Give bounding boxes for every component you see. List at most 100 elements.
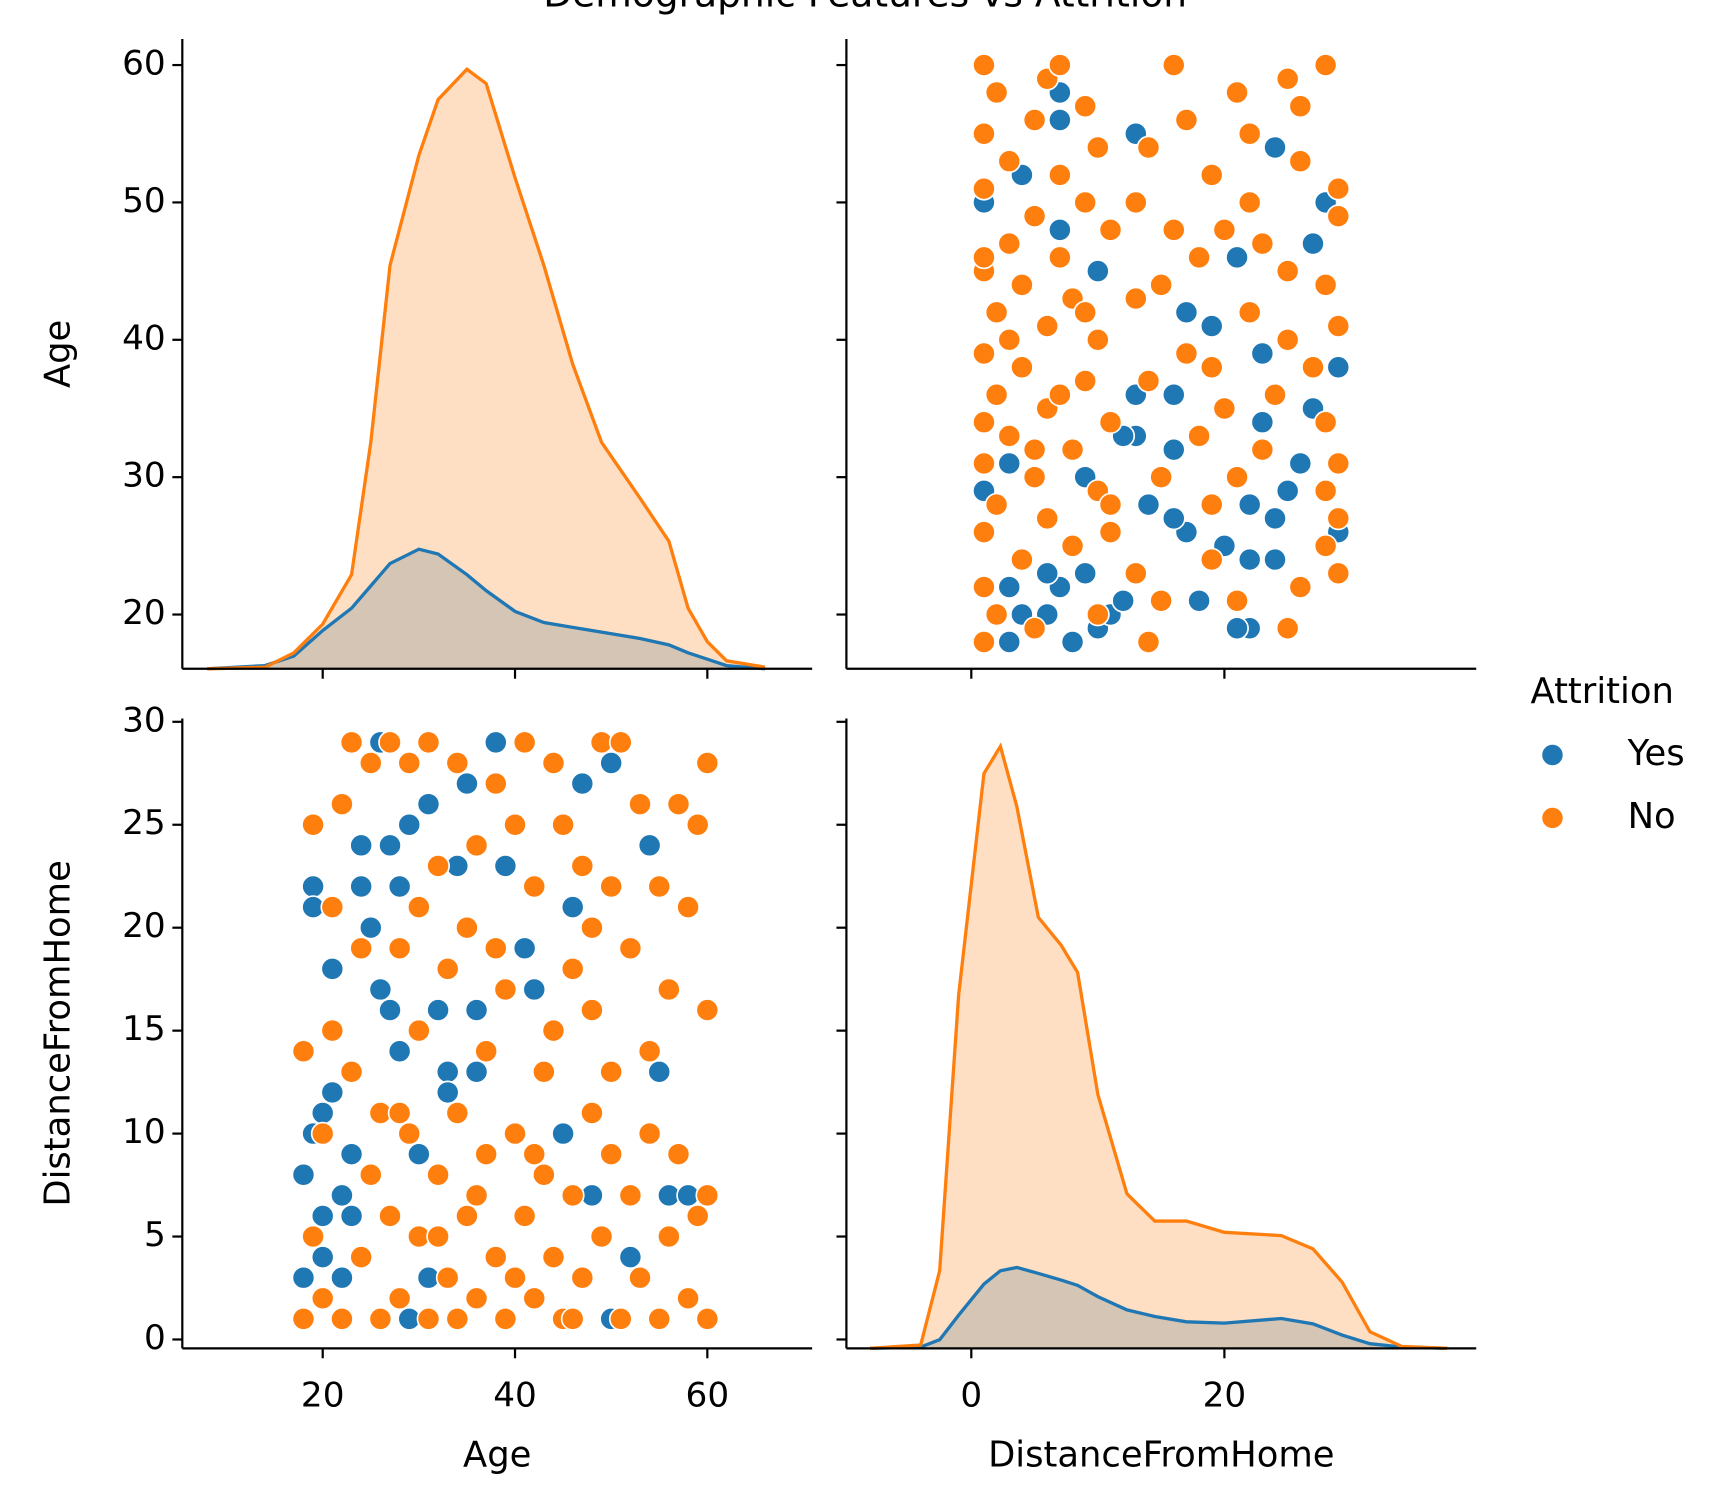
point <box>435 1059 460 1084</box>
point <box>1174 300 1199 325</box>
point <box>1288 575 1313 599</box>
point <box>541 1018 566 1043</box>
point <box>1073 561 1098 586</box>
point <box>397 1121 422 1146</box>
point <box>1022 108 1047 132</box>
point <box>1149 588 1173 613</box>
point <box>445 1307 470 1331</box>
point <box>997 575 1022 599</box>
point <box>647 1059 672 1084</box>
point <box>570 771 595 796</box>
point <box>1048 108 1072 132</box>
kde-line <box>207 67 766 671</box>
point <box>997 424 1022 448</box>
point <box>551 1121 575 1146</box>
point <box>1237 121 1262 146</box>
point <box>551 812 575 837</box>
x-axis-label: Age <box>463 1435 531 1476</box>
point <box>445 1101 470 1125</box>
point <box>483 771 508 796</box>
point <box>474 1039 499 1064</box>
point <box>984 602 1009 627</box>
point <box>368 1307 393 1331</box>
point <box>310 1204 335 1228</box>
point <box>531 1162 556 1187</box>
point <box>1136 135 1161 160</box>
point <box>1326 176 1351 201</box>
point <box>339 1204 364 1228</box>
point <box>387 1286 412 1311</box>
point <box>1199 355 1224 380</box>
point <box>1237 300 1262 325</box>
point <box>512 936 537 961</box>
point <box>1237 190 1262 215</box>
point <box>1136 630 1161 654</box>
point <box>531 1059 556 1084</box>
point <box>426 1224 450 1249</box>
point <box>1035 506 1060 531</box>
point <box>1237 492 1262 517</box>
y-tick-label: 25 <box>122 803 166 843</box>
point <box>1085 602 1110 627</box>
point <box>503 1121 527 1146</box>
point <box>1263 382 1287 407</box>
y-tick-label: 40 <box>122 318 166 358</box>
point <box>349 1245 374 1270</box>
point <box>426 998 450 1022</box>
point <box>320 1018 345 1043</box>
point <box>406 1018 431 1043</box>
point <box>1301 231 1325 256</box>
point <box>1161 506 1186 531</box>
point <box>483 730 508 755</box>
point <box>1288 94 1313 119</box>
point <box>1225 245 1249 270</box>
point <box>1123 561 1148 586</box>
point <box>1326 314 1351 338</box>
point <box>1123 286 1148 311</box>
point <box>1187 245 1211 270</box>
point <box>647 1307 672 1331</box>
point <box>435 1080 460 1105</box>
point <box>522 874 547 899</box>
point <box>330 1307 354 1331</box>
point <box>349 833 374 858</box>
point <box>580 1101 604 1125</box>
point <box>1313 479 1338 503</box>
point <box>997 149 1022 174</box>
y-tick-label: 50 <box>122 181 166 221</box>
point <box>1060 533 1085 558</box>
point <box>1085 259 1110 283</box>
x-tick-label: 0 <box>960 1375 982 1415</box>
point <box>1250 341 1275 366</box>
point <box>666 1142 691 1167</box>
point <box>1136 492 1161 517</box>
point <box>291 1265 316 1290</box>
point <box>455 1204 479 1228</box>
point <box>1060 437 1085 462</box>
point <box>1187 424 1211 448</box>
point <box>387 936 412 961</box>
point <box>560 1183 585 1208</box>
point <box>1048 382 1072 407</box>
point <box>1199 547 1224 572</box>
point <box>1199 492 1224 517</box>
point <box>330 792 354 817</box>
point <box>378 730 402 755</box>
point <box>637 1039 662 1064</box>
y-tick-label: 0 <box>144 1318 166 1358</box>
point <box>984 492 1009 517</box>
point <box>291 1307 316 1331</box>
point <box>330 1183 354 1208</box>
point <box>541 1245 566 1270</box>
point <box>685 812 710 837</box>
y-tick-label: 60 <box>122 44 166 84</box>
point <box>984 80 1009 105</box>
point <box>1149 465 1173 490</box>
point <box>1225 80 1249 105</box>
point <box>1326 451 1351 476</box>
point <box>560 956 585 981</box>
point <box>1275 259 1300 283</box>
legend-label: No <box>1628 796 1676 837</box>
point <box>1022 616 1047 641</box>
